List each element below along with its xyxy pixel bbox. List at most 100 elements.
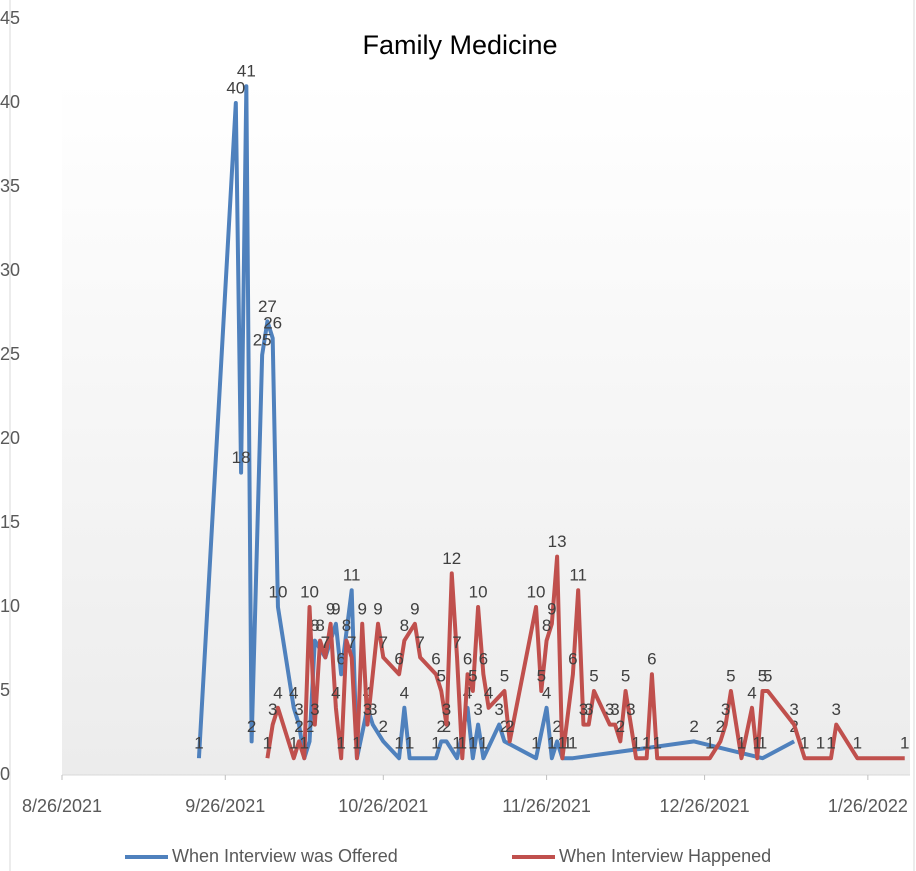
data-label: 13: [548, 532, 567, 551]
data-label: 1: [737, 734, 746, 753]
data-label: 1: [558, 734, 567, 753]
data-label: 1: [300, 734, 309, 753]
series-line: [196, 84, 796, 761]
data-label: 5: [436, 666, 445, 685]
data-label: 9: [357, 599, 366, 618]
data-label: 2: [305, 717, 314, 736]
data-label: 2: [689, 717, 698, 736]
data-label: 9: [326, 599, 335, 618]
data-label: 5: [500, 666, 509, 685]
data-label: 1: [405, 734, 414, 753]
data-label: 41: [237, 62, 256, 81]
data-label: 1: [631, 734, 640, 753]
data-label: 4: [273, 683, 282, 702]
data-label: 11: [569, 566, 587, 585]
data-label: 1: [289, 734, 298, 753]
data-label: 26: [263, 314, 282, 333]
data-label: 9: [331, 599, 340, 618]
data-label: 1: [853, 734, 862, 753]
y-tick-label: 45: [0, 8, 20, 28]
data-label: 18: [232, 448, 251, 467]
data-label: 1: [336, 734, 345, 753]
data-label: 6: [463, 650, 472, 669]
data-label: 1: [458, 734, 467, 753]
data-label: 1: [816, 734, 825, 753]
data-label: 2: [552, 717, 561, 736]
data-label: 1: [468, 734, 477, 753]
data-label: 3: [268, 700, 277, 719]
data-label: 7: [321, 633, 330, 652]
data-label: 1: [800, 734, 809, 753]
data-label: 11: [343, 566, 361, 585]
plot-background: [62, 80, 910, 775]
data-label: 4: [289, 683, 298, 702]
data-label: 6: [568, 650, 577, 669]
data-label: 8: [310, 616, 319, 635]
y-tick-label: 25: [0, 344, 20, 364]
data-label: 8: [315, 616, 324, 635]
data-label: 3: [294, 700, 303, 719]
data-label: 1: [531, 734, 540, 753]
x-tick-label: 9/26/2021: [185, 796, 265, 816]
data-label: 1: [826, 734, 835, 753]
data-label: 5: [589, 666, 598, 685]
data-label: 3: [368, 700, 377, 719]
data-label: 6: [431, 650, 440, 669]
data-label: 4: [542, 683, 551, 702]
x-tick-label: 8/26/2021: [22, 796, 102, 816]
data-label: 27: [258, 297, 277, 316]
data-label: 3: [310, 700, 319, 719]
data-label: 7: [347, 633, 356, 652]
data-label: 3: [363, 700, 372, 719]
data-label: 12: [442, 549, 461, 568]
data-label: 1: [758, 734, 767, 753]
data-label: 5: [468, 666, 477, 685]
data-label: 9: [547, 599, 556, 618]
data-label: 1: [563, 734, 572, 753]
data-label: 2: [436, 717, 445, 736]
data-label: 1: [652, 734, 661, 753]
data-label: 1: [194, 734, 203, 753]
data-label: 2: [379, 717, 388, 736]
data-label: 4: [484, 683, 493, 702]
data-label: 8: [342, 616, 351, 635]
y-tick-label: 40: [0, 92, 20, 112]
data-label: 6: [647, 650, 656, 669]
data-label: 3: [579, 700, 588, 719]
data-label: 5: [537, 666, 546, 685]
legend-label: When Interview was Offered: [172, 846, 398, 866]
data-label: 2: [500, 717, 509, 736]
data-label: 25: [253, 330, 272, 349]
data-label: 2: [616, 717, 625, 736]
data-label: 1: [394, 734, 403, 753]
data-label: 6: [394, 650, 403, 669]
data-label: 2: [294, 717, 303, 736]
data-label: 7: [452, 633, 461, 652]
data-label: 3: [832, 700, 841, 719]
y-tick-label: 15: [0, 512, 20, 532]
y-tick-label: 10: [0, 596, 20, 616]
data-label: 2: [716, 717, 725, 736]
data-label: 3: [721, 700, 730, 719]
data-label: 5: [621, 666, 630, 685]
data-label: 1: [568, 734, 577, 753]
data-label: 7: [321, 633, 330, 652]
data-label: 1: [547, 734, 556, 753]
data-label: 10: [527, 582, 546, 601]
data-label: 1: [352, 734, 361, 753]
data-label: 1: [452, 734, 461, 753]
data-label: 5: [726, 666, 735, 685]
data-label: 3: [494, 700, 503, 719]
data-label: 10: [268, 582, 287, 601]
data-label: 40: [226, 78, 245, 97]
data-label: 3: [626, 700, 635, 719]
y-tick-label: 0: [0, 764, 10, 784]
data-label: 10: [469, 582, 488, 601]
y-tick-label: 35: [0, 176, 20, 196]
x-tick-label: 11/26/2021: [502, 796, 591, 816]
x-tick-label: 12/26/2021: [660, 796, 750, 816]
data-label: 7: [379, 633, 388, 652]
data-label: 4: [400, 683, 409, 702]
data-label: 4: [747, 683, 756, 702]
